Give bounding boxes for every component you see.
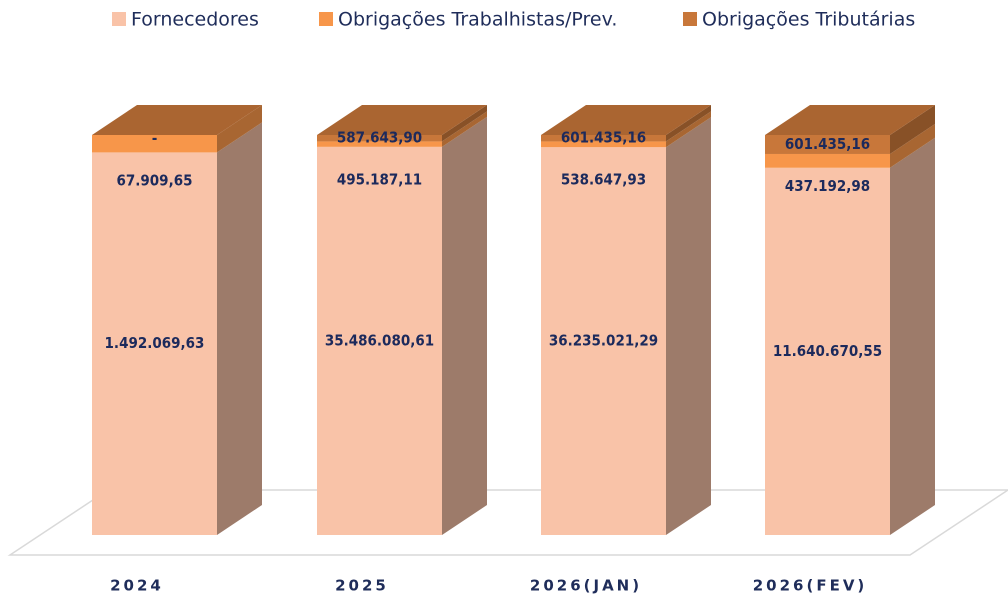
bar-top xyxy=(765,105,935,135)
value-label: 67.909,65 xyxy=(117,172,193,190)
legend-label: Fornecedores xyxy=(131,9,259,31)
value-label: 1.492.069,63 xyxy=(105,334,205,352)
bar-top xyxy=(92,105,262,135)
x-tick-label: 2026(JAN) xyxy=(530,577,642,595)
value-label: 587.643,90 xyxy=(337,129,422,147)
bar-side xyxy=(666,117,711,535)
value-label: 11.640.670,55 xyxy=(773,342,882,360)
bar-side xyxy=(442,105,487,142)
legend-swatch xyxy=(683,12,697,26)
bar xyxy=(92,135,217,153)
bar-side xyxy=(890,137,935,535)
bar xyxy=(92,152,217,535)
floor xyxy=(7,489,1008,556)
bar-top xyxy=(541,105,711,135)
bar xyxy=(765,167,890,535)
bar xyxy=(541,135,666,142)
bar-side xyxy=(890,123,935,168)
bar xyxy=(765,153,890,168)
value-label: 495.187,11 xyxy=(337,171,422,189)
bar xyxy=(317,146,442,535)
bar-side xyxy=(217,105,262,153)
bar-side xyxy=(666,105,711,142)
legend-label: Obrigações Tributárias xyxy=(702,9,915,31)
value-label: 538.647,93 xyxy=(561,171,646,189)
x-tick-label: 2024 xyxy=(110,577,164,595)
legend-swatch xyxy=(112,12,126,26)
bar-side xyxy=(442,116,487,536)
value-label: 601.435,16 xyxy=(561,129,646,147)
bar-side xyxy=(442,111,487,147)
bar-side xyxy=(890,105,935,154)
legend-label: Obrigações Trabalhistas/Prev. xyxy=(338,9,617,31)
value-label: 437.192,98 xyxy=(785,177,870,195)
value-label: 601.435,16 xyxy=(785,135,870,153)
value-label: - xyxy=(152,130,158,148)
value-label: 36.235.021,29 xyxy=(549,332,658,350)
bar xyxy=(541,141,666,148)
x-tick-label: 2026(FEV) xyxy=(753,577,868,595)
bar-side xyxy=(666,111,711,148)
bar xyxy=(317,141,442,147)
bar xyxy=(317,135,442,142)
bar xyxy=(541,147,666,535)
x-tick-label: 2025 xyxy=(335,577,389,595)
bar-top xyxy=(317,105,487,135)
bar xyxy=(765,135,890,154)
legend-swatch xyxy=(319,12,333,26)
value-label: 35.486.080,61 xyxy=(325,331,434,349)
bar-side xyxy=(217,122,262,535)
